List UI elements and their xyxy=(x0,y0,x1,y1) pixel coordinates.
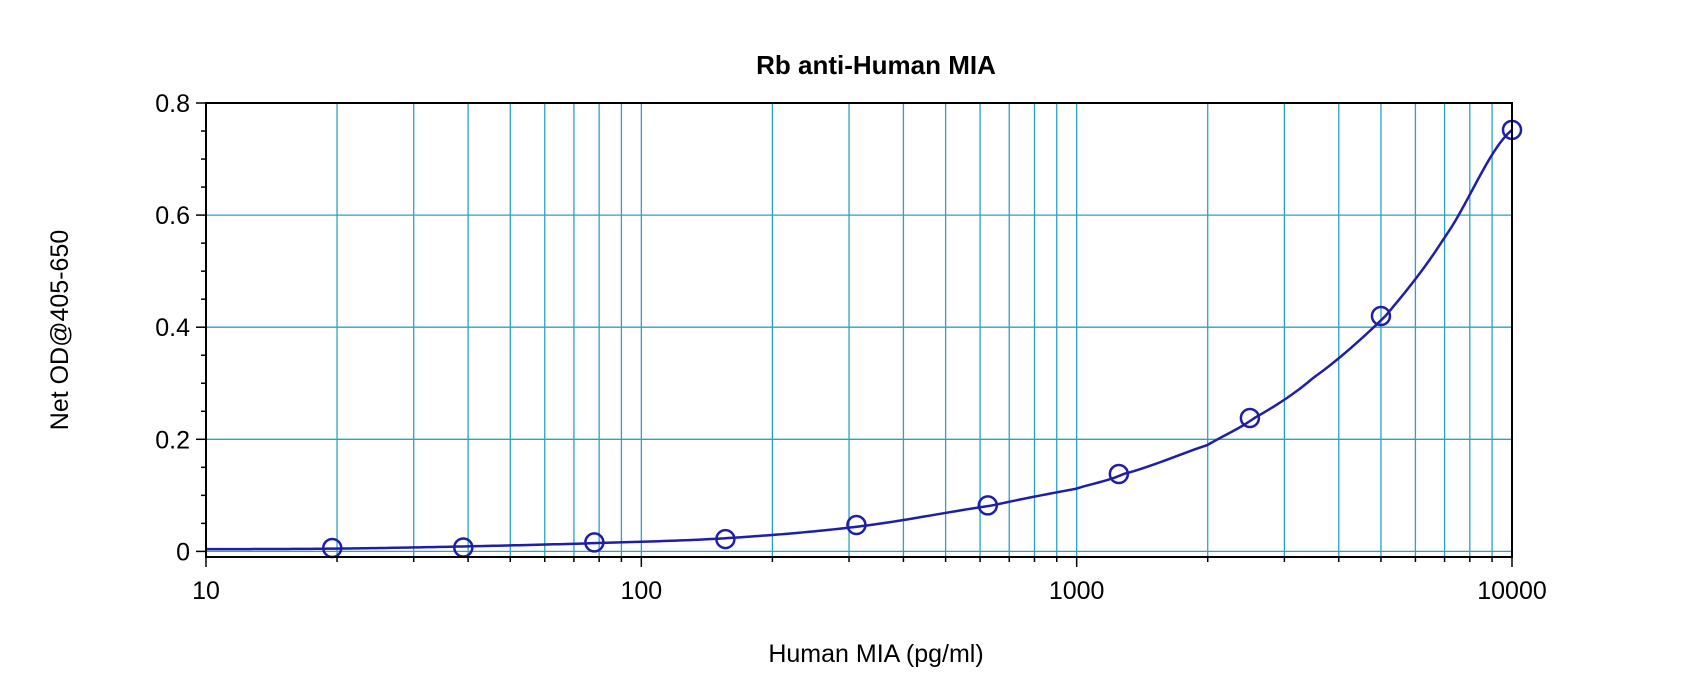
data-point xyxy=(1239,407,1261,429)
labels-layer: 10 100 1000 10000 0 0.2 0.4 0.6 0.8 xyxy=(155,90,1547,605)
y-tick-label: 0.8 xyxy=(155,90,190,118)
ticks-layer xyxy=(196,102,1513,567)
curve-layer xyxy=(205,128,1513,551)
x-tick-label: 10000 xyxy=(1477,577,1547,605)
plot-frame xyxy=(205,102,1513,558)
x-axis-label: Human MIA (pg/ml) xyxy=(768,640,983,668)
data-point xyxy=(1370,305,1392,327)
y-tick-label: 0.2 xyxy=(155,426,190,454)
x-tick-label: 10 xyxy=(192,577,220,605)
data-point xyxy=(1108,463,1130,485)
data-point xyxy=(977,495,999,516)
x-tick-label: 100 xyxy=(620,577,662,605)
data-point xyxy=(715,528,736,550)
x-tick-label: 1000 xyxy=(1049,577,1105,605)
data-point xyxy=(846,514,867,536)
y-axis-label: Net OD@405-650 xyxy=(46,230,74,430)
fit-curve-line xyxy=(205,128,1513,551)
chart-title: Rb anti-Human MIA xyxy=(756,50,996,80)
grid-layer xyxy=(206,103,1512,557)
y-tick-label: 0.4 xyxy=(155,314,190,342)
data-point xyxy=(584,532,605,553)
y-tick-label: 0 xyxy=(176,538,190,566)
y-tick-label: 0.6 xyxy=(155,202,190,230)
